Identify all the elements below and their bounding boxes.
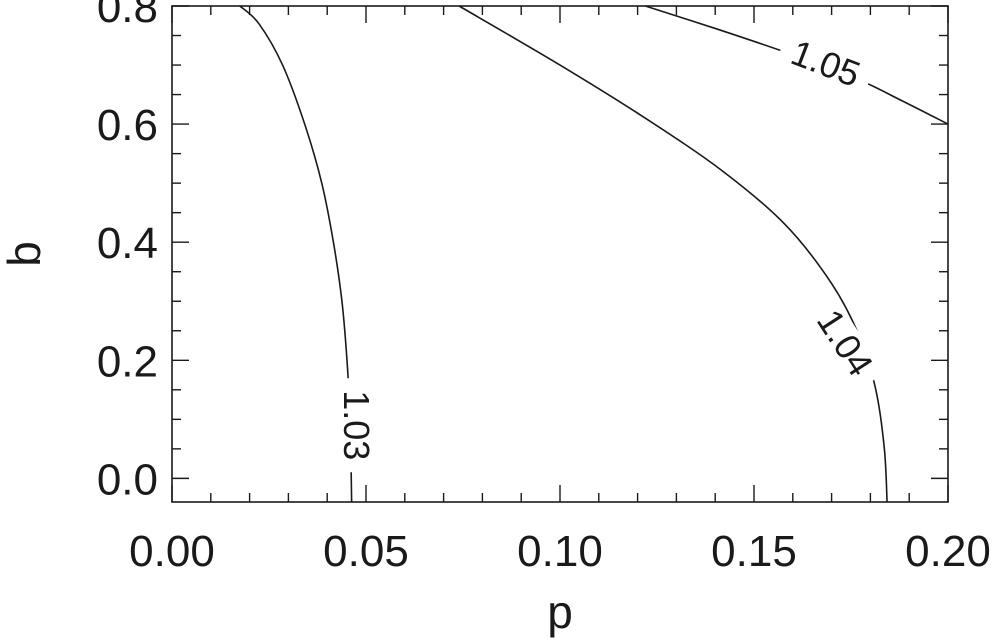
x-tick-label: 0.05 [323, 527, 409, 576]
x-axis-label: p [547, 586, 573, 638]
contour-line-1-04 [458, 5, 888, 503]
contour-line-1-03 [239, 5, 353, 503]
x-tick-label: 0.00 [129, 527, 215, 576]
contour-labels: 1.031.041.05 [336, 32, 882, 461]
x-tick-label: 0.10 [517, 527, 603, 576]
y-tick-labels: 0.0 0.2 0.4 0.6 0.8 [97, 0, 158, 504]
y-tick-label: 0.4 [97, 219, 158, 268]
y-tick-label: 0.0 [97, 455, 158, 504]
x-tick-label: 0.15 [711, 527, 797, 576]
contour-line-1-05 [645, 5, 949, 125]
contour-label: 1.05 [786, 32, 866, 95]
y-tick-label: 0.8 [97, 0, 158, 32]
y-axis-label: b [0, 241, 50, 267]
y-tick-label: 0.2 [97, 337, 158, 386]
contour-lines [239, 5, 949, 503]
plot-frame [171, 5, 949, 503]
x-tick-labels: 0.00 0.05 0.10 0.15 0.20 [129, 527, 991, 576]
x-tick-label: 0.20 [905, 527, 991, 576]
y-tick-label: 0.6 [97, 101, 158, 150]
contour-label: 1.03 [336, 390, 377, 460]
